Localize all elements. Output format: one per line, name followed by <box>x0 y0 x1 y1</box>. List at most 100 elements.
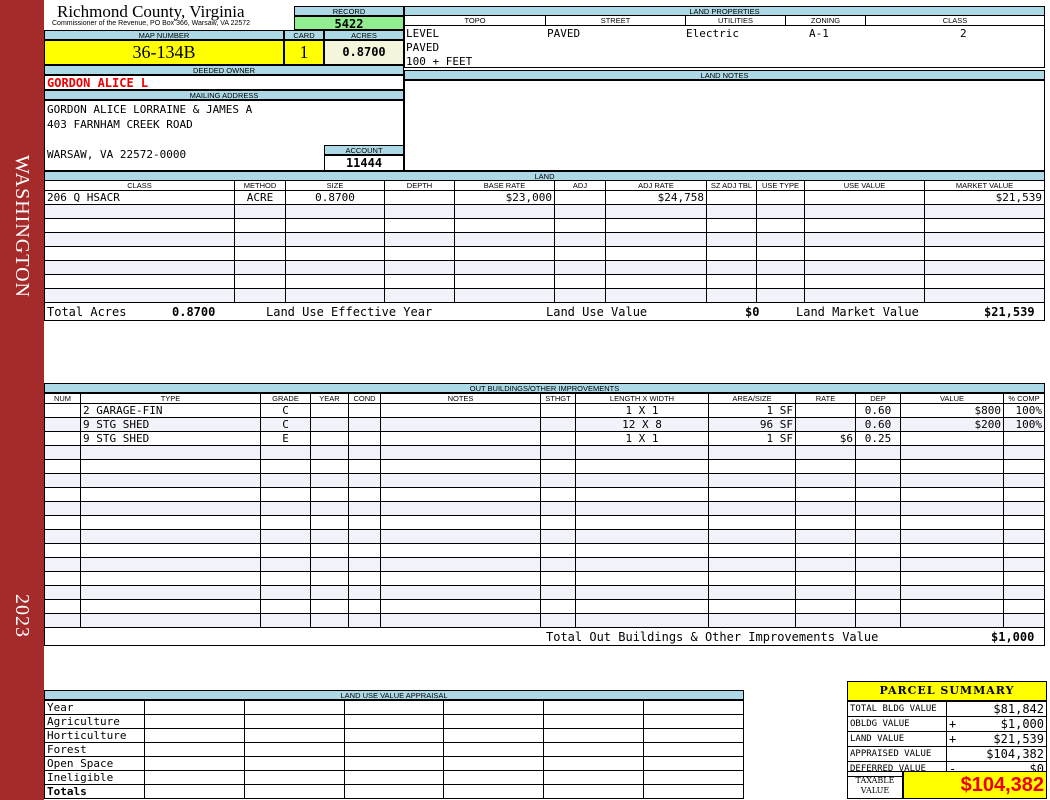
summary-operator: + <box>946 731 961 747</box>
table-cell <box>540 599 576 614</box>
table-cell <box>454 274 555 289</box>
table-cell <box>795 445 856 460</box>
table-row <box>44 274 1045 289</box>
street-value: PAVED <box>547 27 581 40</box>
parcel-summary-table: TOTAL BLDG VALUE $81,842 OBLDG VALUE + $1,00… <box>847 701 1047 777</box>
land-use-row-label: Agriculture <box>44 714 145 729</box>
table-cell <box>310 529 349 544</box>
table-cell <box>384 190 455 205</box>
column-header: LENGTH X WIDTH <box>575 393 709 404</box>
summary-value: $104,382 <box>960 746 1047 762</box>
land-use-cell <box>243 728 345 743</box>
table-cell <box>260 557 311 572</box>
table-cell <box>900 501 1004 516</box>
table-cell <box>454 204 555 219</box>
table-cell <box>454 260 555 275</box>
table-cell <box>80 543 261 558</box>
land-use-cell <box>343 784 445 799</box>
topo-3: 100 + FEET <box>406 55 473 68</box>
acres-value: 0.8700 <box>324 40 404 65</box>
outbuildings-total-row <box>44 627 1045 646</box>
table-row <box>44 501 1045 516</box>
table-cell <box>605 232 707 247</box>
table-cell <box>80 613 261 628</box>
table-cell <box>348 431 381 446</box>
table-cell <box>310 585 349 600</box>
table-cell <box>380 543 541 558</box>
land-use-cell <box>543 714 645 729</box>
table-cell <box>855 515 901 530</box>
table-cell <box>285 246 385 261</box>
table-row <box>44 599 1045 614</box>
map-label: MAP NUMBER <box>44 30 284 40</box>
table-cell <box>384 232 455 247</box>
table-cell <box>900 529 1004 544</box>
table-cell <box>234 260 286 275</box>
table-cell <box>795 473 856 488</box>
deeded-owner: GORDON ALICE L <box>44 75 404 90</box>
summary-operator: + <box>946 716 961 732</box>
record-number: 5422 <box>294 16 404 31</box>
table-cell <box>44 403 81 418</box>
table-cell <box>380 613 541 628</box>
table-cell <box>708 473 796 488</box>
table-cell <box>44 459 81 474</box>
table-cell <box>795 529 856 544</box>
table-cell <box>285 204 385 219</box>
table-row: 206 Q HSACR ACRE 0.8700 $23,000 $24,758 $21,5… <box>44 190 1045 205</box>
land-totals <box>44 302 1045 321</box>
table-cell <box>756 218 805 233</box>
summary-row: TOTAL BLDG VALUE $81,842 <box>847 701 1047 717</box>
table-cell <box>310 571 349 586</box>
account-label: ACCOUNT <box>324 145 404 155</box>
table-cell <box>804 218 925 233</box>
table-cell <box>1003 515 1045 530</box>
table-row <box>44 288 1045 303</box>
column-header: % COMP <box>1003 393 1045 404</box>
table-cell <box>1003 487 1045 502</box>
table-cell <box>260 501 311 516</box>
table-cell <box>855 613 901 628</box>
table-cell <box>44 487 81 502</box>
table-row <box>44 445 1045 460</box>
table-cell <box>348 613 381 628</box>
table-cell: 1 X 1 <box>575 403 709 418</box>
table-cell <box>44 246 235 261</box>
table-cell <box>756 274 805 289</box>
table-cell <box>900 445 1004 460</box>
table-cell <box>924 274 1045 289</box>
table-cell: C <box>260 417 311 432</box>
table-cell <box>708 487 796 502</box>
land-use-cell <box>543 784 645 799</box>
table-cell <box>80 557 261 572</box>
table-cell <box>384 218 455 233</box>
land-use-table: Year Agriculture Horticulture Forest Open Sp… <box>44 700 744 799</box>
table-cell <box>804 190 925 205</box>
table-cell <box>260 515 311 530</box>
table-cell <box>795 403 856 418</box>
table-cell <box>540 515 576 530</box>
table-cell <box>708 599 796 614</box>
table-cell <box>804 274 925 289</box>
table-cell <box>540 501 576 516</box>
table-cell <box>44 417 81 432</box>
table-row <box>44 529 1045 544</box>
table-cell <box>80 571 261 586</box>
land-use-value-label: Land Use Value <box>546 305 648 319</box>
table-cell <box>310 543 349 558</box>
table-cell <box>44 599 81 614</box>
table-cell <box>380 487 541 502</box>
total-acres-label: Total Acres <box>47 305 127 319</box>
table-cell <box>310 557 349 572</box>
summary-label: APPRAISED VALUE <box>847 746 947 762</box>
table-cell <box>44 585 81 600</box>
parcel-summary-title: PARCEL SUMMARY <box>847 681 1047 701</box>
summary-operator <box>946 746 961 762</box>
table-cell <box>1003 613 1045 628</box>
summary-value: $21,539 <box>960 731 1047 747</box>
table-row <box>44 543 1045 558</box>
table-cell: $6 <box>795 431 856 446</box>
table-cell <box>575 473 709 488</box>
table-cell <box>1003 529 1045 544</box>
